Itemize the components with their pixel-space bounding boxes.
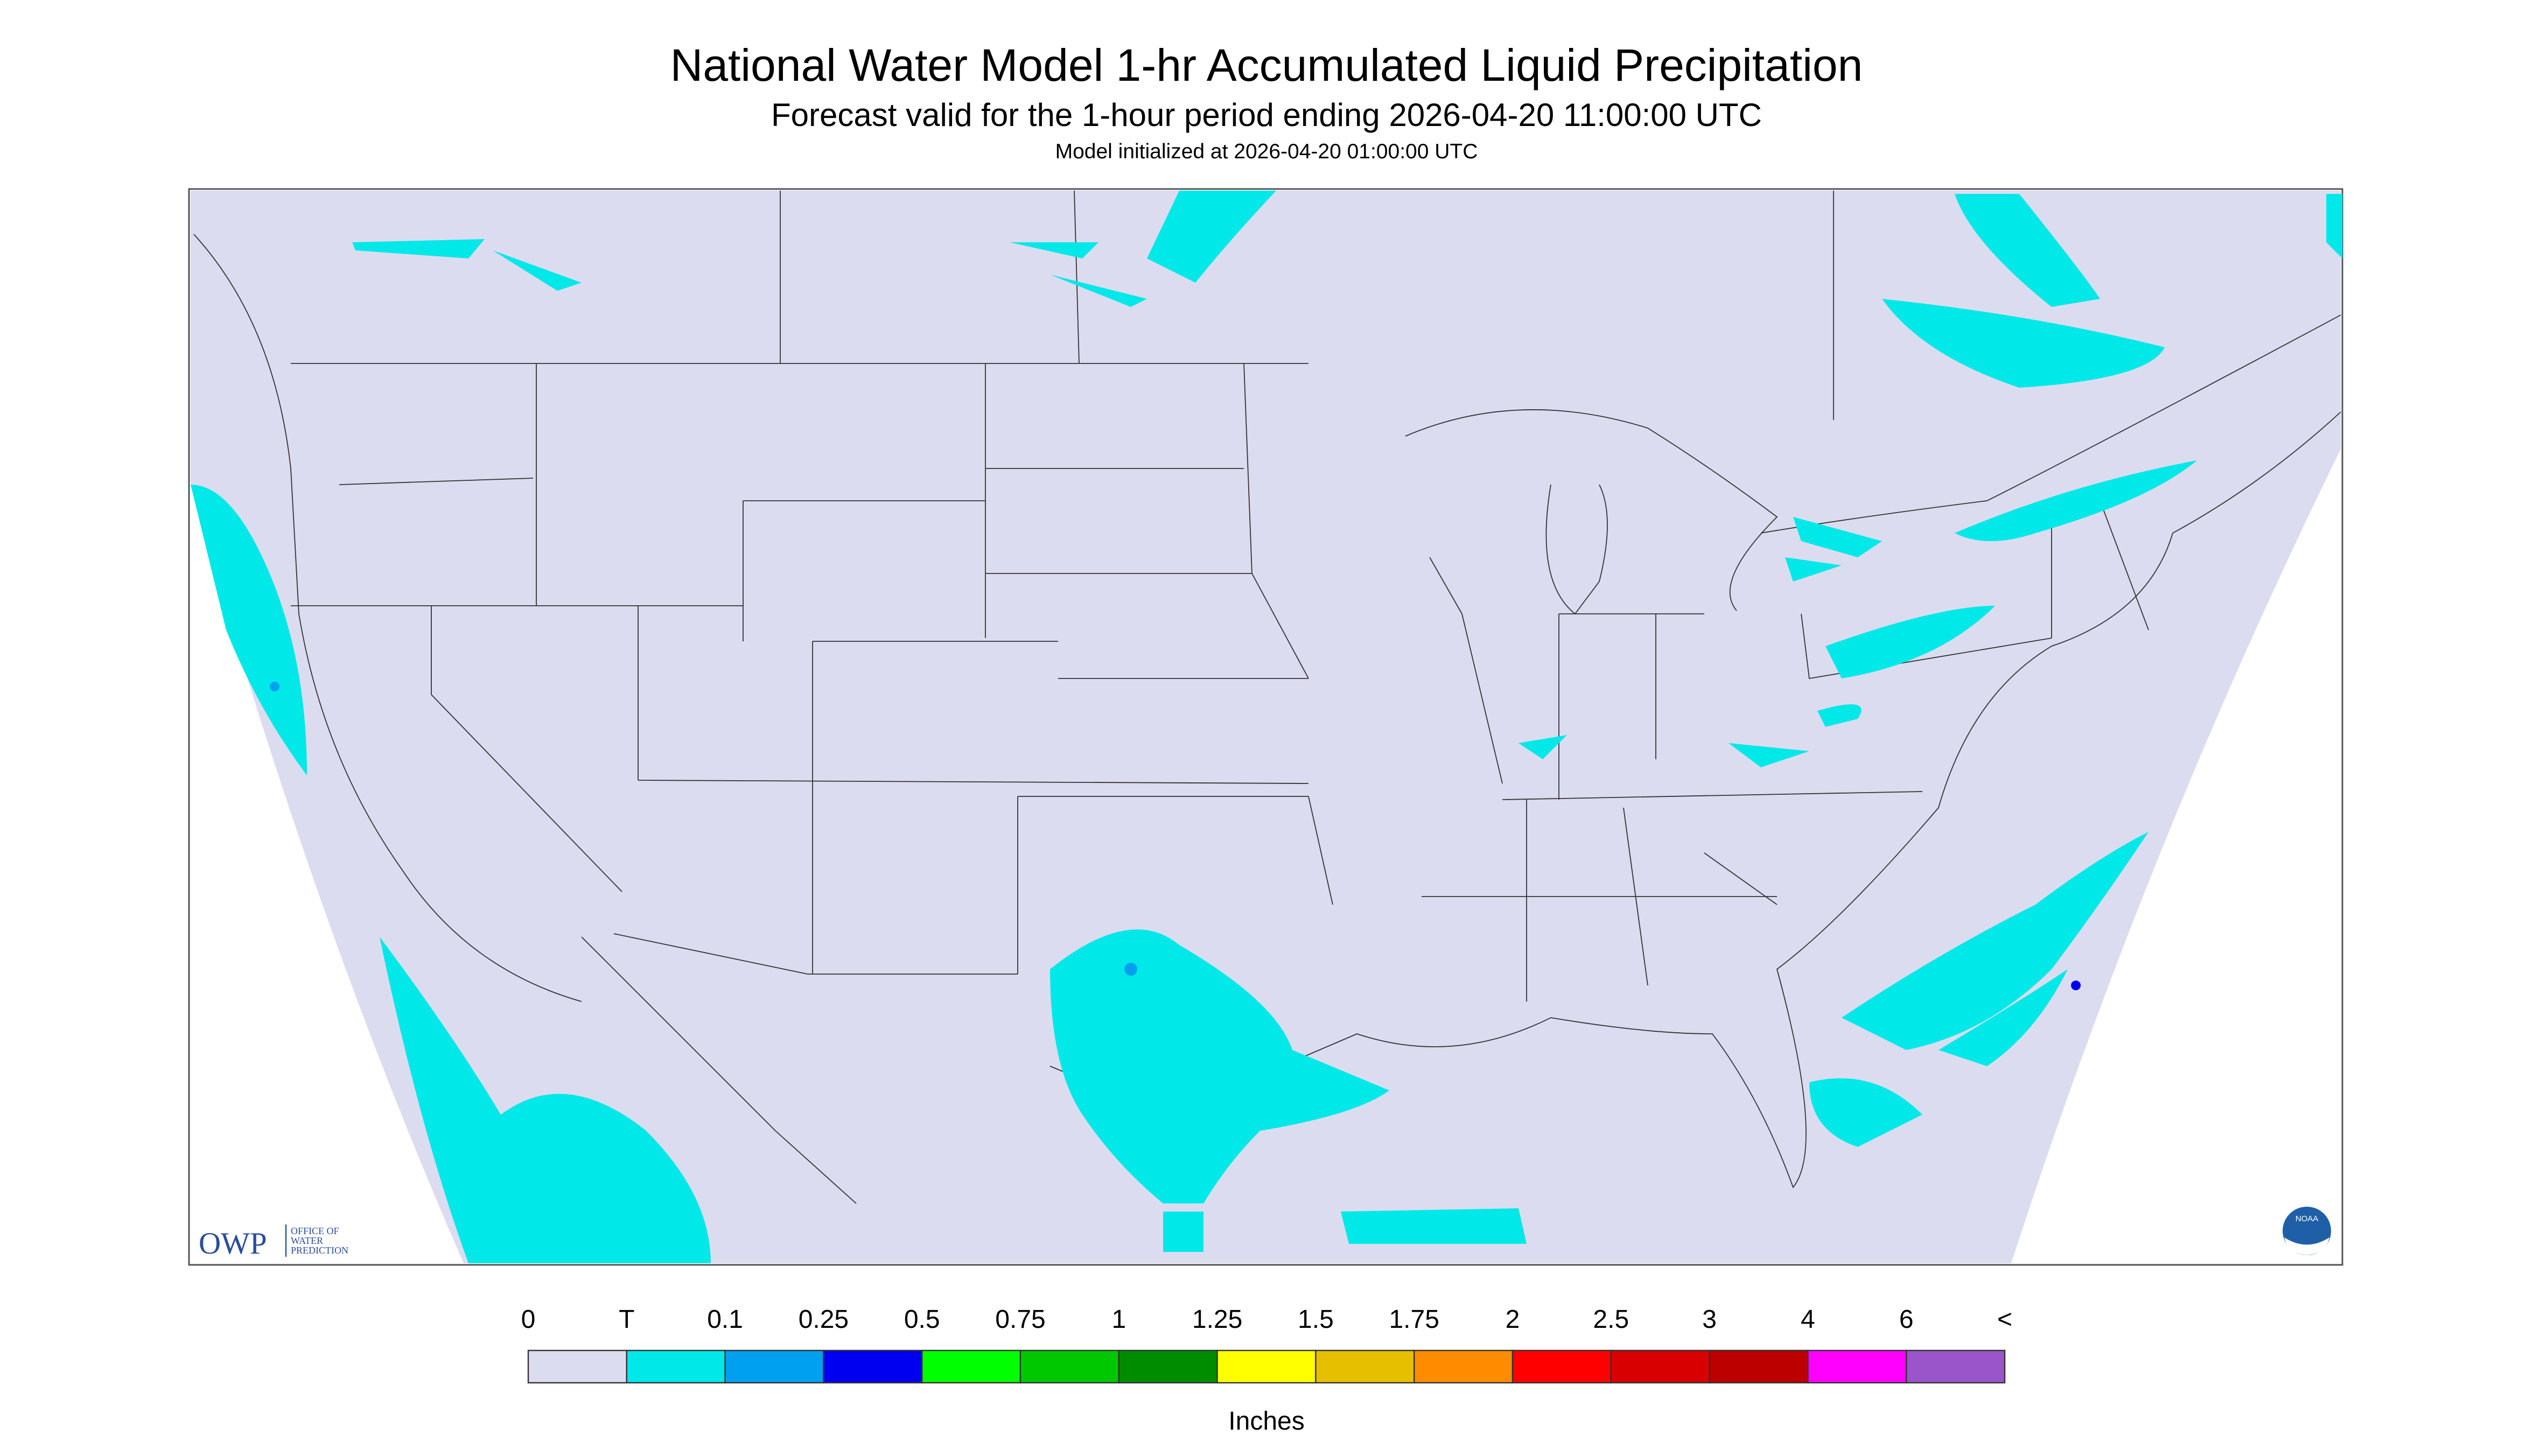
legend-label: 0.1: [707, 1305, 743, 1334]
logo-line: WATER: [291, 1235, 323, 1246]
legend-label: 2: [1506, 1305, 1520, 1334]
legend-label: 0.75: [995, 1305, 1045, 1334]
legend-label: 4: [1801, 1305, 1815, 1334]
boundaries: [193, 190, 2341, 1204]
legend-label: 6: [1899, 1305, 1914, 1334]
legend-swatch: [1709, 1349, 1809, 1384]
legend-swatch: [527, 1349, 628, 1384]
projection-area: [191, 191, 2341, 1264]
legend-label: 1.5: [1298, 1305, 1334, 1334]
precipitation: [191, 191, 2342, 1264]
legend-swatch: [1905, 1349, 2006, 1384]
logo-name: OWP: [199, 1227, 267, 1261]
legend-label: <: [1997, 1305, 2012, 1334]
subtitle: Forecast valid for the 1-hour period end…: [771, 97, 1762, 133]
logo-line: PREDICTION: [291, 1245, 348, 1256]
legend-label: 0.25: [799, 1305, 849, 1334]
legend-swatch: [823, 1349, 923, 1384]
noaa-logo: NOAA: [2283, 1207, 2331, 1256]
owp-logo: OWP OFFICE OF WATER PREDICTION: [199, 1224, 348, 1261]
legend-label: 0: [521, 1305, 536, 1334]
legend-label: 1.75: [1389, 1305, 1439, 1334]
legend-label: 0.5: [904, 1305, 940, 1334]
legend-unit: Inches: [1228, 1407, 1304, 1436]
legend: 0 T 0.1 0.25 0.5 0.75 1 1.25 1.5 1.75 2 2.5 3 4 6 <: [521, 1305, 2012, 1384]
legend-swatch: [626, 1349, 726, 1384]
legend-swatch: [1019, 1349, 1120, 1384]
legend-label: 3: [1702, 1305, 1717, 1334]
legend-swatch: [1118, 1349, 1218, 1384]
logo-line: OFFICE OF: [291, 1226, 339, 1236]
legend-swatch: [724, 1349, 824, 1384]
legend-label: 2.5: [1593, 1305, 1629, 1334]
map: [188, 188, 2343, 1266]
legend-swatch: [1807, 1349, 1907, 1384]
noaa-text: NOAA: [2296, 1214, 2319, 1223]
legend-swatch: [1414, 1349, 1514, 1384]
legend-label: 1: [1111, 1305, 1126, 1334]
legend-swatch: [1512, 1349, 1612, 1384]
legend-swatch: [921, 1349, 1021, 1384]
legend-label: T: [619, 1305, 634, 1334]
title: National Water Model 1-hr Accumulated Li…: [670, 40, 1863, 90]
legend-swatch: [1610, 1349, 1710, 1384]
init-note: Model initialized at 2026-04-20 01:00:00…: [1055, 140, 1478, 163]
legend-swatch: [1216, 1349, 1317, 1384]
legend-label: 1.25: [1192, 1305, 1242, 1334]
legend-swatch: [1315, 1349, 1415, 1384]
